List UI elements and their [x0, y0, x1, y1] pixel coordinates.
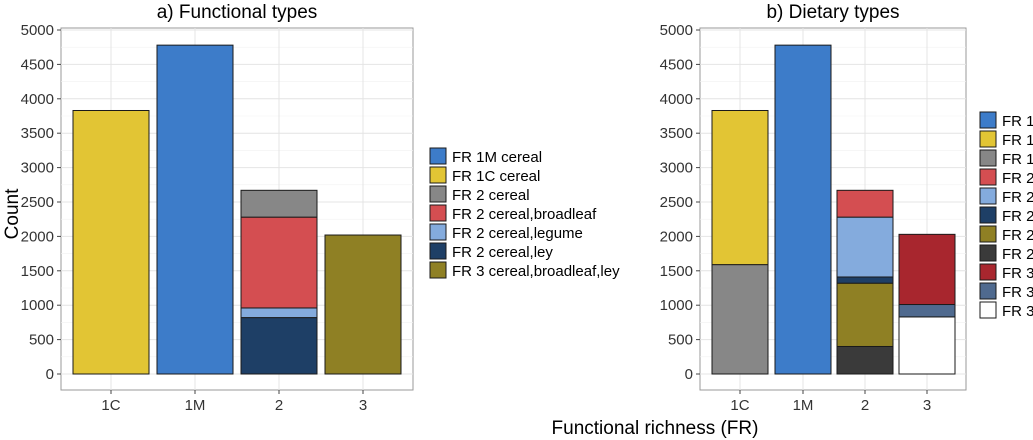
legend-entry-label: FR 3 — [1002, 303, 1033, 320]
legend-swatch — [979, 282, 997, 300]
legend-swatch — [979, 149, 997, 167]
y-axis-label: Count — [2, 188, 23, 239]
bar-segment — [240, 307, 318, 319]
y-tick-label: 2000 — [21, 228, 54, 245]
bar-segment — [774, 44, 832, 375]
legend-entry-label: FR 2 — [1002, 189, 1033, 206]
y-tick-label: 0 — [685, 366, 693, 383]
legend-entry-label: FR 3 cereal,broadleaf,ley — [452, 263, 620, 280]
legend-entry-label: FR 2 — [1002, 208, 1033, 225]
y-tick-label: 1000 — [21, 297, 54, 314]
y-tick-label: 1000 — [660, 297, 693, 314]
y-tick-label: 3500 — [21, 125, 54, 142]
y-tick-label: 500 — [29, 332, 54, 349]
legend-swatch — [429, 261, 447, 279]
y-tick-label: 5000 — [660, 22, 693, 39]
bar-segment — [711, 109, 769, 266]
x-tick-label: 3 — [923, 397, 931, 414]
x-tick-label: 1M — [185, 397, 206, 414]
bar-segment — [836, 216, 894, 278]
panel-dietary-types: 0 500 1000 1500 2000 2500 3000 3500 4000 4500 5000… — [660, 2, 1033, 414]
legend-entry-label: FR 1C cereal — [452, 168, 540, 185]
x-tick-label: 1C — [730, 397, 749, 414]
y-tick-label: 0 — [46, 366, 54, 383]
bar-segment — [72, 109, 150, 375]
x-tick-label: 3 — [359, 397, 367, 414]
x-tick-label: 1C — [101, 397, 120, 414]
legend-swatch — [429, 185, 447, 203]
y-tick-label: 3500 — [660, 125, 693, 142]
chart-title: b) Dietary types — [766, 2, 899, 23]
legend-swatch — [979, 187, 997, 205]
y-tick-label: 4000 — [660, 91, 693, 108]
panel-functional-types: 0 500 1000 1500 2000 2500 3000 3500 4000 4500 5000… — [2, 2, 620, 414]
legend-swatch — [429, 242, 447, 260]
bar-segment — [324, 234, 402, 375]
legend-entry-label: FR 1 — [1002, 113, 1033, 130]
legend-entry-label: FR 2 cereal,ley — [452, 244, 553, 261]
y-tick-label: 2500 — [21, 194, 54, 211]
bar-segment — [836, 276, 894, 284]
legend-entry-label: FR 2 cereal — [452, 187, 530, 204]
y-tick-label: 3000 — [660, 160, 693, 177]
legend-swatch — [979, 130, 997, 148]
legend-swatch — [979, 168, 997, 186]
legend-entry-label: FR 2 cereal,broadleaf — [452, 206, 597, 223]
bar-segment — [836, 189, 894, 218]
y-tick-label: 3000 — [21, 160, 54, 177]
bar-segment — [240, 317, 318, 375]
bar-segment — [240, 189, 318, 218]
bar-segment — [898, 316, 956, 375]
y-tick-label: 4000 — [21, 91, 54, 108]
y-tick-label: 5000 — [21, 22, 54, 39]
legend-swatch — [429, 204, 447, 222]
legend-entry-label: FR 1 — [1002, 151, 1033, 168]
legend-swatch — [979, 225, 997, 243]
legend-entry-label: FR 1 — [1002, 132, 1033, 149]
bar-segment — [898, 233, 956, 306]
legend-entry-label: FR 2 — [1002, 170, 1033, 187]
legend-entry-label: FR 3 — [1002, 284, 1033, 301]
legend-swatch — [979, 244, 997, 262]
bar-segment — [836, 282, 894, 347]
x-tick-label: 2 — [861, 397, 869, 414]
y-tick-label: 1500 — [660, 263, 693, 280]
x-tick-label: 1M — [793, 397, 814, 414]
legend-swatch — [429, 223, 447, 241]
y-tick-label: 4500 — [660, 56, 693, 73]
x-tick-label: 2 — [275, 397, 283, 414]
bar-segment — [711, 264, 769, 375]
bar-segment — [156, 44, 234, 375]
y-tick-label: 1500 — [21, 263, 54, 280]
legend-swatch — [429, 147, 447, 165]
y-tick-label: 4500 — [21, 56, 54, 73]
bar-segment — [836, 345, 894, 375]
bar-segment — [240, 216, 318, 309]
legend-swatch — [979, 206, 997, 224]
bar-segment — [898, 304, 956, 318]
legend-swatch — [979, 263, 997, 281]
y-tick-label: 2500 — [660, 194, 693, 211]
legend-entry-label: FR 2 cereal,legume — [452, 225, 583, 242]
legend-entry-label: FR 2 — [1002, 227, 1033, 244]
chart-title: a) Functional types — [157, 2, 318, 23]
legend-swatch — [979, 301, 997, 319]
y-tick-label: 500 — [668, 332, 693, 349]
y-tick-label: 2000 — [660, 228, 693, 245]
legend-entry-label: FR 2 — [1002, 246, 1033, 263]
legend-swatch — [979, 111, 997, 129]
shared-x-axis-label: Functional richness (FR) — [552, 418, 759, 439]
legend-swatch — [429, 166, 447, 184]
legend-entry-label: FR 1M cereal — [452, 149, 542, 166]
legend-entry-label: FR 3 — [1002, 265, 1033, 282]
